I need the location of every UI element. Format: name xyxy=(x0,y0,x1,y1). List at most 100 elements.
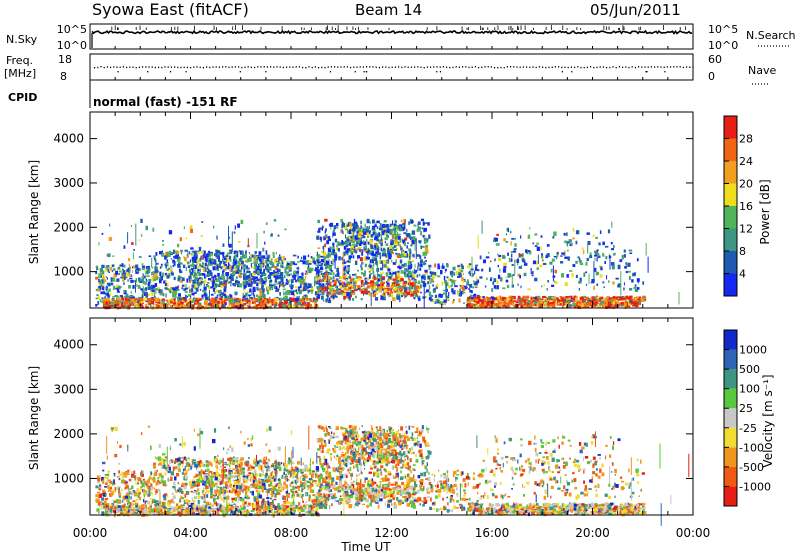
heatmap-cell xyxy=(248,298,251,302)
heatmap-cell xyxy=(586,302,588,306)
heatmap-cell xyxy=(150,304,152,308)
heatmap-cell xyxy=(327,293,330,296)
heatmap-cell xyxy=(213,298,217,302)
heatmap-cell xyxy=(607,229,611,234)
heatmap-cell xyxy=(343,241,345,245)
heatmap-cell xyxy=(168,507,173,511)
heatmap-cell xyxy=(355,243,358,248)
heatmap-cell xyxy=(258,289,262,293)
heatmap-cell xyxy=(366,239,368,242)
heatmap-cell xyxy=(191,304,195,308)
heatmap-cell xyxy=(197,303,200,308)
heatmap-cell xyxy=(251,281,253,286)
heatmap-cell xyxy=(105,293,107,296)
heatmap-cell xyxy=(353,281,356,285)
heatmap-cell xyxy=(144,281,147,285)
heatmap-cell xyxy=(229,483,232,487)
heatmap-cell xyxy=(511,295,516,298)
heatmap-cell xyxy=(403,249,405,252)
heatmap-cell xyxy=(130,496,132,500)
heatmap-cell xyxy=(187,305,190,309)
heatmap-cell xyxy=(170,471,174,476)
heatmap-cell xyxy=(152,284,156,289)
heatmap-cell xyxy=(219,304,223,308)
heatmap-cell xyxy=(567,256,570,261)
heatmap-cell xyxy=(229,259,232,262)
heatmap-cell xyxy=(568,239,572,243)
heatmap-cell xyxy=(113,285,116,290)
heatmap-cell xyxy=(500,296,503,299)
heatmap-cell xyxy=(383,289,388,293)
heatmap-cell xyxy=(476,305,479,309)
heatmap-cell xyxy=(297,302,302,306)
heatmap-cell xyxy=(482,296,485,298)
heatmap-cell xyxy=(306,297,309,302)
heatmap-cell xyxy=(611,305,615,309)
heatmap-cell xyxy=(533,297,537,299)
heatmap-cell xyxy=(598,303,602,306)
heatmap-cell xyxy=(216,486,220,488)
heatmap-cell xyxy=(575,260,578,264)
heatmap-cell xyxy=(452,300,455,304)
heatmap-cell xyxy=(406,273,409,278)
heatmap-cell xyxy=(497,253,499,256)
heatmap-cell xyxy=(212,299,216,301)
heatmap-cell xyxy=(204,300,208,304)
heatmap-cell xyxy=(100,291,104,295)
heatmap-cell xyxy=(314,282,316,287)
heatmap-cell xyxy=(114,301,118,305)
heatmap-cell xyxy=(413,236,415,241)
heatmap-cell xyxy=(153,287,156,290)
heatmap-cell xyxy=(105,265,109,270)
heatmap-cell xyxy=(185,469,188,474)
heatmap-cell xyxy=(190,228,193,233)
heatmap-cell xyxy=(185,458,188,462)
heatmap-cell xyxy=(361,282,363,285)
heatmap-cell xyxy=(343,251,347,254)
heatmap-cell xyxy=(344,241,348,245)
heatmap-cell xyxy=(214,497,216,502)
heatmap-cell xyxy=(360,298,363,301)
heatmap-cell xyxy=(98,242,100,246)
heatmap-cell xyxy=(368,285,371,288)
heatmap-cell xyxy=(406,228,408,233)
heatmap-cell xyxy=(582,250,585,255)
heatmap-cell xyxy=(98,276,101,279)
heatmap-cell xyxy=(410,266,412,269)
heatmap-cell xyxy=(96,266,98,271)
heatmap-cell xyxy=(388,256,392,260)
heatmap-cell xyxy=(348,255,351,260)
heatmap-cell xyxy=(351,231,353,236)
heatmap-cell xyxy=(160,457,164,460)
heatmap-cell xyxy=(178,487,182,490)
heatmap-cell xyxy=(132,475,136,477)
heatmap-cell xyxy=(516,303,520,306)
heatmap-cell xyxy=(413,253,415,258)
heatmap-cell xyxy=(146,298,150,302)
heatmap-cell xyxy=(581,297,585,301)
heatmap-cell xyxy=(125,481,128,484)
heatmap-cell xyxy=(391,269,393,272)
heatmap-cell xyxy=(197,499,200,505)
heatmap-cell xyxy=(125,290,127,295)
heatmap-cell xyxy=(562,300,566,303)
heatmap-cell xyxy=(443,289,446,292)
heatmap-cell xyxy=(288,301,292,304)
heatmap-cell xyxy=(321,228,323,231)
heatmap-cell xyxy=(251,266,253,269)
heatmap-cell xyxy=(125,301,128,305)
heatmap-cell xyxy=(142,478,145,481)
heatmap-cell xyxy=(97,301,100,305)
heatmap-cell xyxy=(409,273,412,276)
heatmap-cell xyxy=(139,303,143,306)
heatmap-cell xyxy=(100,502,102,505)
heatmap-cell xyxy=(368,231,371,235)
heatmap-cell xyxy=(110,277,113,282)
heatmap-cell xyxy=(372,293,376,297)
heatmap-cell xyxy=(353,227,356,232)
heatmap-cell xyxy=(240,256,243,259)
heatmap-cell xyxy=(225,496,227,500)
heatmap-cell xyxy=(143,491,146,496)
heatmap-cell xyxy=(190,268,193,270)
heatmap-cell xyxy=(254,267,257,271)
